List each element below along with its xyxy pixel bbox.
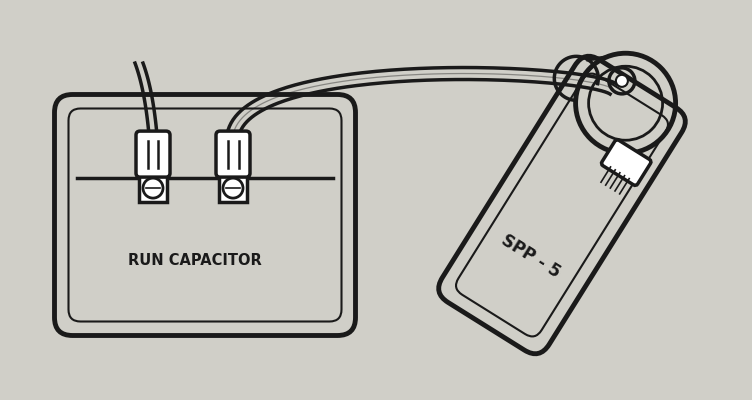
FancyBboxPatch shape bbox=[136, 131, 170, 177]
Text: SPP - 5: SPP - 5 bbox=[497, 231, 563, 281]
Circle shape bbox=[143, 178, 163, 198]
Circle shape bbox=[616, 75, 628, 87]
Circle shape bbox=[223, 178, 243, 198]
Bar bbox=[139, 174, 167, 202]
FancyBboxPatch shape bbox=[216, 131, 250, 177]
FancyBboxPatch shape bbox=[602, 140, 651, 186]
Bar bbox=[219, 174, 247, 202]
Text: RUN CAPACITOR: RUN CAPACITOR bbox=[128, 253, 262, 268]
